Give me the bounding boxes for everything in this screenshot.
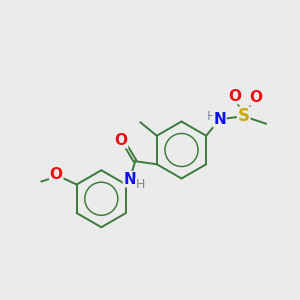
- Text: N: N: [123, 172, 136, 187]
- Text: O: O: [249, 90, 262, 105]
- Text: O: O: [50, 167, 63, 182]
- Text: O: O: [228, 89, 241, 104]
- Text: S: S: [238, 107, 250, 125]
- Text: H: H: [207, 110, 216, 123]
- Text: O: O: [115, 133, 128, 148]
- Text: H: H: [136, 178, 145, 191]
- Text: N: N: [213, 112, 226, 127]
